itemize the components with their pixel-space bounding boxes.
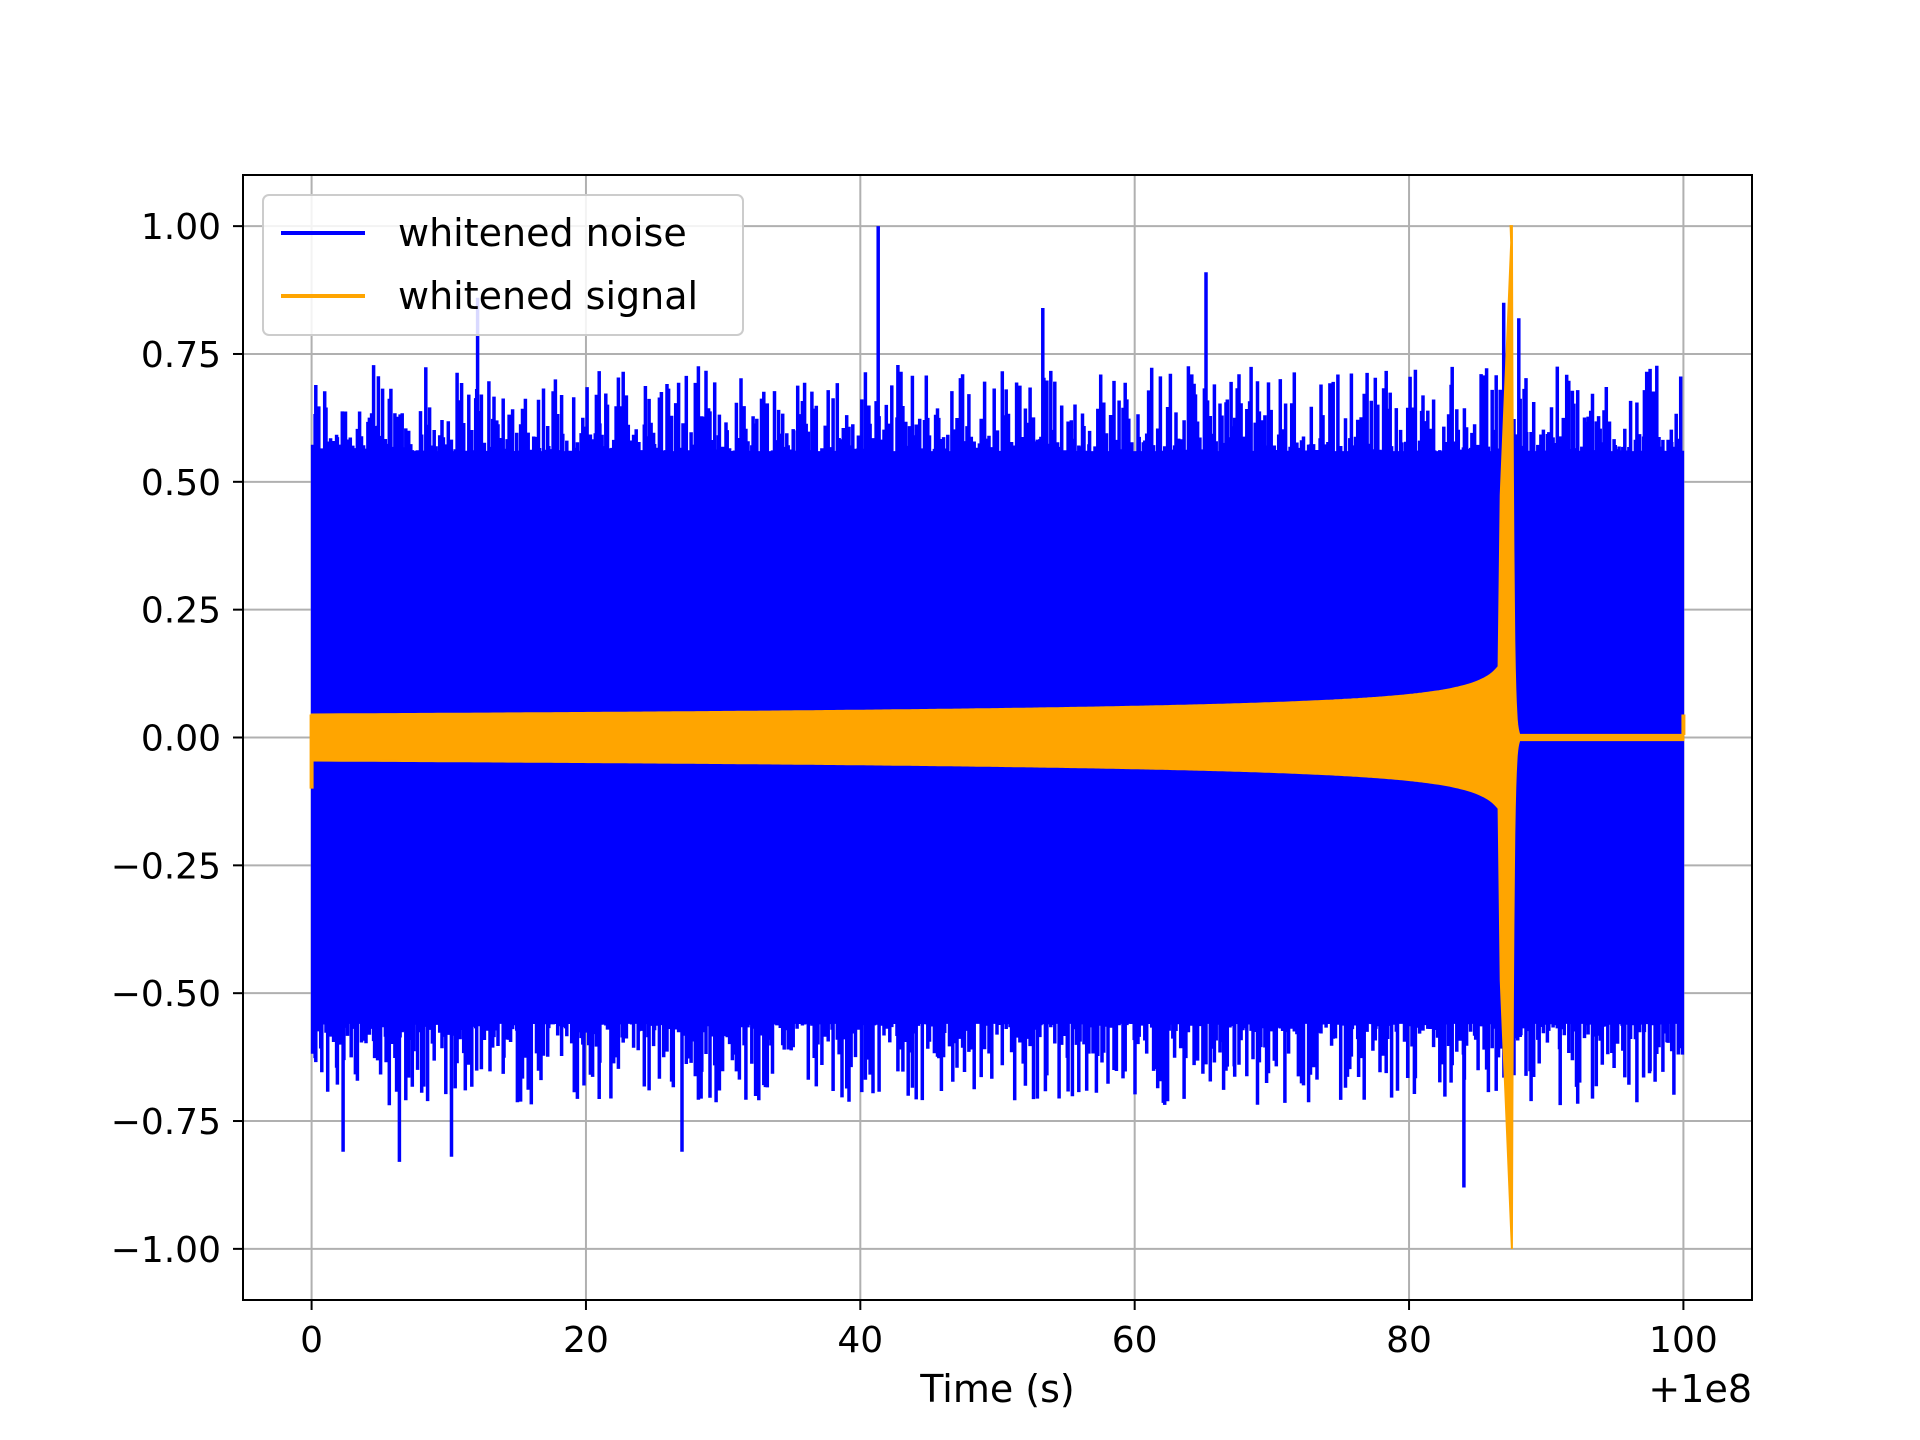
y-tick-label: −1.00	[111, 1230, 221, 1271]
y-tick-label: 0.00	[141, 719, 221, 760]
signal-envelope	[310, 225, 1685, 1249]
legend-box	[262, 194, 744, 336]
x-tick-label: 100	[1649, 1320, 1718, 1361]
x-axis-offset-label: +1e8	[1648, 1367, 1752, 1411]
y-tick-label: 1.00	[141, 207, 221, 248]
legend-label-whitened-signal: whitened signal	[398, 274, 698, 318]
x-tick-label: 20	[563, 1320, 609, 1361]
legend: whitened noise whitened signal	[262, 194, 744, 336]
y-tick-label: 0.25	[141, 591, 221, 632]
y-tick-label: 0.50	[141, 463, 221, 504]
y-tick-label: 0.75	[141, 335, 221, 376]
x-tick-label: 80	[1386, 1320, 1432, 1361]
y-axis: 1.00 0.75 0.50 0.25 0.00 −0.25 −0.50 −0.75 −1.00	[111, 207, 243, 1271]
x-axis-label: Time (s)	[919, 1367, 1075, 1411]
y-tick-label: −0.50	[111, 974, 221, 1015]
x-tick-label: 60	[1112, 1320, 1158, 1361]
y-tick-label: −0.25	[111, 846, 221, 887]
y-tick-label: −0.75	[111, 1102, 221, 1143]
x-axis: 0 20 40 60 80 100	[300, 1300, 1718, 1361]
x-tick-label: 40	[837, 1320, 883, 1361]
series-whitened-signal	[309, 225, 1686, 1249]
legend-label-whitened-noise: whitened noise	[398, 211, 687, 255]
x-tick-label: 0	[300, 1320, 323, 1361]
